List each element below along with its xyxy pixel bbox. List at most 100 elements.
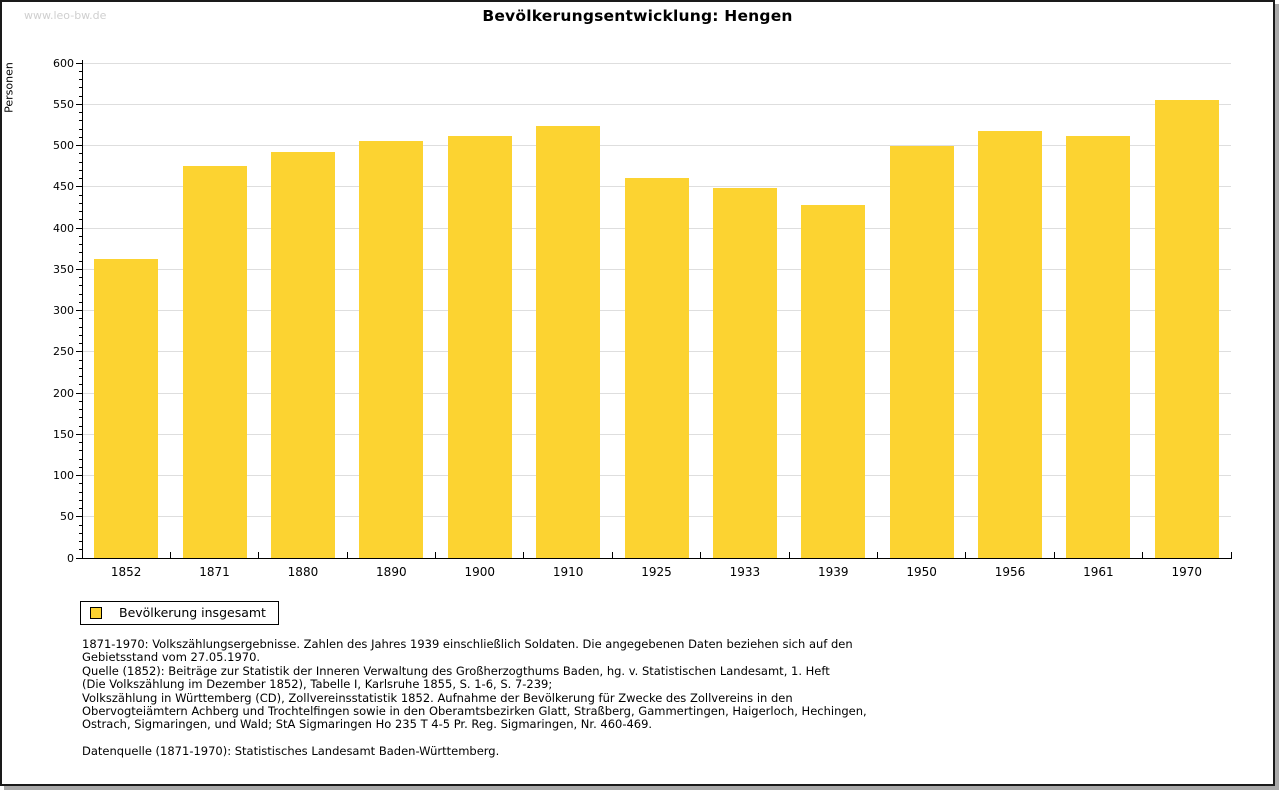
y-axis-tick-label: 250 xyxy=(53,345,74,359)
bar-1900 xyxy=(447,135,512,558)
x-axis-tick-label: 1880 xyxy=(287,565,319,579)
y-axis-title: Personen xyxy=(2,62,16,113)
y-axis-minor-tick xyxy=(79,70,82,72)
y-axis-minor-tick xyxy=(79,293,82,295)
y-axis-minor-tick xyxy=(79,120,82,122)
y-axis-tick-label: 400 xyxy=(53,221,74,235)
bar-1956 xyxy=(978,130,1043,558)
source-note-line xyxy=(82,732,1202,745)
y-axis-minor-tick xyxy=(79,252,82,254)
y-axis-tick-label: 450 xyxy=(53,180,74,194)
bar-1852 xyxy=(94,259,159,558)
y-axis-tick-label: 550 xyxy=(53,97,74,111)
y-axis-minor-tick xyxy=(79,244,82,245)
y-axis-minor-tick xyxy=(79,79,82,80)
y-axis-minor-tick xyxy=(79,409,82,410)
y-axis-major-tick xyxy=(76,351,82,353)
y-axis-minor-tick xyxy=(79,499,82,501)
y-axis-tick-label: 200 xyxy=(53,386,74,400)
x-axis-boundary-tick xyxy=(346,552,348,558)
x-axis-tick-label: 1933 xyxy=(729,565,761,579)
y-axis-minor-tick xyxy=(79,466,82,468)
y-axis-tick-label: 350 xyxy=(53,262,74,276)
y-axis-minor-tick xyxy=(79,136,82,138)
y-axis-tick-label: 50 xyxy=(60,510,74,524)
bar-1871 xyxy=(182,166,247,558)
bar-1910 xyxy=(536,125,601,558)
y-axis-minor-tick xyxy=(79,384,82,386)
y-axis-minor-tick xyxy=(79,458,82,460)
x-axis-tick-label: 1970 xyxy=(1171,565,1203,579)
x-axis-boundary-tick xyxy=(700,552,702,558)
y-axis-major-tick xyxy=(76,103,82,105)
x-axis-boundary-tick xyxy=(611,552,613,558)
source-note-line: 1871-1970: Volkszählungsergebnisse. Zahl… xyxy=(82,637,853,651)
x-axis-tick-label: 1950 xyxy=(906,565,937,579)
y-axis-minor-tick xyxy=(79,400,82,402)
y-axis-minor-tick xyxy=(79,169,82,171)
x-axis-tick-label: 1900 xyxy=(464,565,495,579)
y-axis-minor-tick xyxy=(79,425,82,427)
source-note-line: Obervogteiämtern Achberg und Trochtelfin… xyxy=(82,704,867,719)
y-axis-minor-tick xyxy=(79,334,82,336)
y-axis-minor-tick xyxy=(79,112,82,113)
bar-1950 xyxy=(889,146,954,558)
y-axis-tick-label: 150 xyxy=(53,427,74,441)
y-axis-minor-tick xyxy=(79,532,82,534)
y-axis-minor-tick xyxy=(79,211,82,212)
y-axis-major-tick xyxy=(76,475,82,476)
y-axis-minor-tick xyxy=(79,260,82,262)
x-axis-tick-label: 1910 xyxy=(552,565,584,579)
x-axis-tick-label: 1852 xyxy=(110,565,142,579)
y-axis-major-tick xyxy=(76,227,82,229)
y-axis-minor-tick xyxy=(79,318,82,320)
y-axis-major-tick xyxy=(76,310,82,311)
y-axis-minor-tick xyxy=(79,202,82,204)
y-axis-minor-tick xyxy=(79,301,82,303)
x-axis-tick-label: 1871 xyxy=(199,565,230,579)
leo-bw-watermark: www.leo-bw.de xyxy=(24,9,107,22)
y-axis-minor-tick xyxy=(79,153,82,155)
x-axis-boundary-tick xyxy=(965,552,967,558)
y-axis-minor-tick xyxy=(79,491,82,493)
y-axis-major-tick xyxy=(76,433,82,435)
y-axis-minor-tick xyxy=(79,483,82,485)
y-axis-tick-label: 500 xyxy=(53,139,74,152)
y-axis-minor-tick xyxy=(79,442,82,443)
source-note-line: Datenquelle (1871-1970): Statistisches L… xyxy=(82,744,500,759)
y-axis-minor-tick xyxy=(79,235,82,237)
bar-1961 xyxy=(1066,135,1131,558)
y-gridline xyxy=(82,145,1231,146)
source-note-line: Ostrach, Sigmaringen, und Wald; StA Sigm… xyxy=(82,717,653,732)
y-axis-major-tick xyxy=(76,557,82,559)
y-axis-tick-label: 100 xyxy=(53,469,74,482)
y-axis-line xyxy=(82,60,83,559)
y-axis-major-tick xyxy=(76,62,82,64)
y-axis-minor-tick xyxy=(79,285,82,287)
x-axis-tick-label: 1956 xyxy=(994,565,1026,579)
x-axis-boundary-tick xyxy=(1053,552,1055,558)
y-axis-minor-tick xyxy=(79,128,82,130)
x-axis-boundary-tick xyxy=(258,552,260,558)
x-axis-tick-label: 1925 xyxy=(641,565,672,579)
x-axis-boundary-tick xyxy=(788,552,790,558)
y-axis-tick-label: 0 xyxy=(67,551,74,565)
source-note-line: Volkszählung in Württemberg (CD), Zollve… xyxy=(82,690,793,705)
y-axis-minor-tick xyxy=(79,541,82,542)
x-axis-boundary-tick xyxy=(523,552,525,558)
y-axis-minor-tick xyxy=(79,277,82,278)
x-axis-tick-label: 1939 xyxy=(817,565,849,579)
bar-1939 xyxy=(801,204,866,558)
bar-1970 xyxy=(1154,100,1219,558)
y-axis-minor-tick xyxy=(79,508,82,509)
y-axis-minor-tick xyxy=(79,359,82,361)
y-axis-minor-tick xyxy=(79,376,82,377)
y-axis-minor-tick xyxy=(79,524,82,526)
y-axis-minor-tick xyxy=(79,219,82,221)
y-axis-minor-tick xyxy=(79,549,82,551)
chart-title: Bevölkerungsentwicklung: Hengen xyxy=(482,7,793,25)
legend-swatch-icon xyxy=(90,606,102,619)
y-axis-major-tick xyxy=(76,268,82,270)
x-axis-line xyxy=(82,558,1232,559)
